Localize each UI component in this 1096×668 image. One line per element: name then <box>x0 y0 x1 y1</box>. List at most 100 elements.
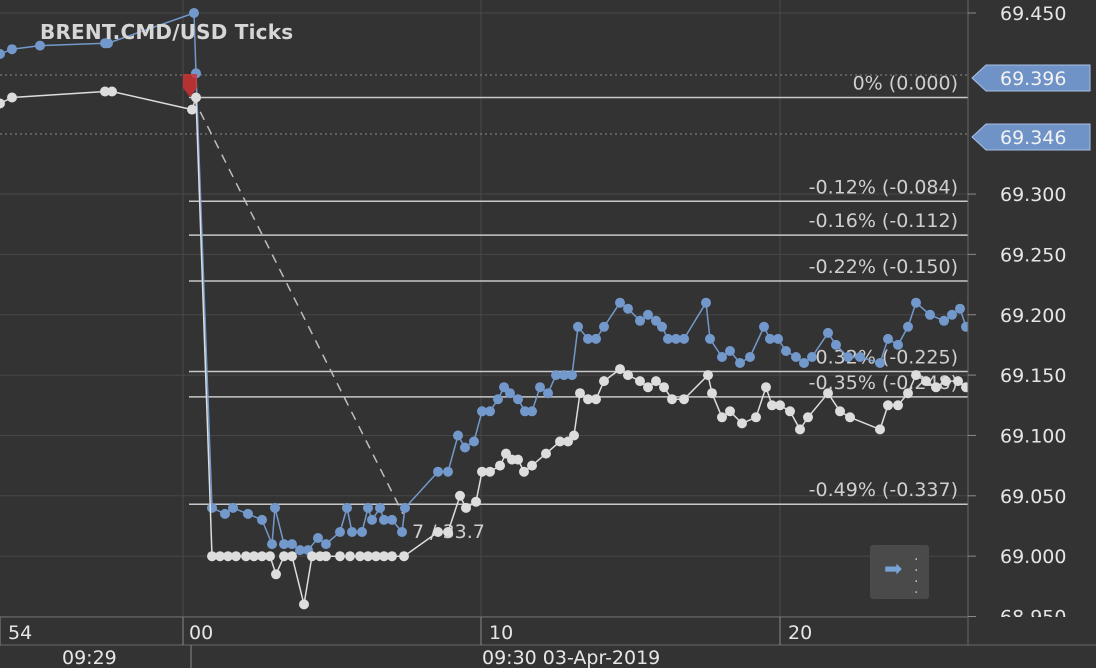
data-point <box>795 424 805 435</box>
series-ask <box>0 8 971 556</box>
scroll-to-latest-button[interactable]: ➡ · · · · <box>870 545 929 601</box>
data-point <box>635 315 645 326</box>
data-point <box>0 98 5 109</box>
data-point <box>387 514 397 525</box>
y-tick-label: 69.150 <box>1000 365 1066 387</box>
series-bid <box>0 86 971 610</box>
data-point <box>505 388 515 399</box>
series-layer <box>0 8 971 610</box>
data-point <box>527 406 537 417</box>
data-point <box>921 376 931 387</box>
data-point <box>765 333 775 344</box>
data-point <box>775 400 785 411</box>
data-point <box>520 406 530 417</box>
data-point <box>35 40 45 51</box>
data-point <box>223 551 233 562</box>
data-point <box>883 400 893 411</box>
data-point <box>257 551 267 562</box>
data-point <box>295 545 305 556</box>
data-point <box>623 303 633 314</box>
data-point <box>623 370 633 381</box>
data-point <box>575 388 585 399</box>
grid <box>0 0 968 617</box>
data-point <box>265 551 275 562</box>
data-point <box>267 539 277 550</box>
fib-level-label: -0.16% (-0.112) <box>809 210 958 232</box>
data-point <box>0 49 5 59</box>
data-point <box>469 436 479 447</box>
data-point <box>321 551 331 562</box>
data-point <box>751 412 761 423</box>
data-point <box>243 508 253 519</box>
data-point <box>875 424 885 435</box>
data-point <box>493 394 503 405</box>
data-point <box>939 315 949 326</box>
data-point <box>591 333 601 344</box>
data-point <box>495 460 505 471</box>
data-point <box>513 454 523 465</box>
data-point <box>335 551 345 562</box>
data-point <box>823 327 833 338</box>
data-point <box>228 502 238 513</box>
data-point <box>191 92 201 103</box>
y-tick-label: 69.000 <box>1000 546 1066 568</box>
data-point <box>583 394 593 405</box>
price-tag[interactable] <box>971 64 1091 92</box>
data-point <box>367 514 377 525</box>
data-point <box>567 370 577 381</box>
data-point <box>651 376 661 387</box>
data-point <box>443 466 453 477</box>
data-point <box>207 502 217 513</box>
data-point <box>379 551 389 562</box>
data-point <box>103 38 113 49</box>
data-point <box>615 297 625 308</box>
data-point <box>845 412 855 423</box>
data-point <box>759 321 769 332</box>
y-axis-panel <box>968 0 1096 617</box>
data-point <box>460 442 470 453</box>
chart-title: BRENT.CMD/USD Ticks <box>40 20 294 44</box>
x-tick-label: 00 <box>189 622 213 644</box>
data-point <box>559 370 569 381</box>
data-point <box>941 376 951 387</box>
data-point <box>485 406 495 417</box>
more-dots-icon: · · · · <box>914 552 919 601</box>
data-point <box>781 346 791 356</box>
data-point <box>215 551 225 562</box>
data-point <box>679 333 689 344</box>
data-point <box>335 527 345 537</box>
data-point <box>599 376 609 387</box>
x-tick-label: 54 <box>8 622 32 644</box>
data-point <box>745 352 755 362</box>
data-point <box>785 406 795 417</box>
data-point <box>835 406 845 417</box>
data-point <box>279 539 289 550</box>
fib-level-label: -0.22% (-0.150) <box>809 256 958 278</box>
arrow-right-icon: ➡ <box>884 557 903 582</box>
data-point <box>241 551 251 562</box>
fibonacci-levels[interactable]: 0% (0.000) -0.12% (-0.084) -0.16% (-0.112)… <box>189 72 968 543</box>
data-point <box>555 436 565 447</box>
data-point <box>761 382 771 393</box>
order-marker[interactable] <box>183 74 197 97</box>
data-point <box>189 8 199 18</box>
data-point <box>717 352 727 362</box>
data-point <box>679 394 689 405</box>
data-point <box>799 358 809 368</box>
data-point <box>541 448 551 459</box>
data-point <box>707 388 717 399</box>
data-point <box>443 527 453 537</box>
data-point <box>701 297 711 308</box>
price-tag[interactable] <box>971 123 1091 151</box>
data-point <box>643 382 653 393</box>
data-point <box>342 502 352 513</box>
data-point <box>903 388 913 399</box>
data-point <box>543 388 553 399</box>
data-point <box>663 333 673 344</box>
price-tag-label: 69.346 <box>1000 127 1066 149</box>
data-point <box>400 502 410 513</box>
fib-level-label: -0.32% (-0.225) <box>809 346 958 368</box>
fib-trend-line[interactable] <box>192 97 404 515</box>
price-tag-label: 69.396 <box>1000 68 1066 90</box>
